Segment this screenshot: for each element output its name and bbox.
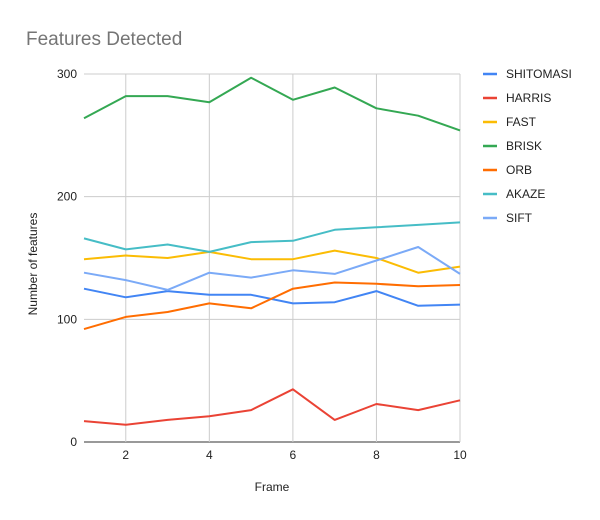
series-line-orb [83,281,461,331]
y-tick-label: 0 [70,435,77,449]
x-tick-label: 8 [373,448,380,462]
chart-title: Features Detected [26,29,182,50]
x-tick-label: 4 [206,448,213,462]
series-line-akaze [83,221,461,253]
x-tick-label: 6 [290,448,297,462]
series-line-fast [83,249,461,274]
x-axis-label: Frame [255,480,290,494]
legend: SHITOMASI HARRIS FAST BRISK ORB AKAZE SIFT [483,67,572,225]
series-lines [83,76,461,426]
gridlines [84,73,461,443]
x-tick-label: 10 [453,448,467,462]
legend-label: FAST [506,115,537,129]
series-line-shitomasi [83,287,461,307]
y-tick-label: 200 [57,190,77,204]
series-line-harris [83,388,461,426]
legend-label: ORB [506,163,532,177]
y-tick-label: 100 [57,312,77,326]
y-tick-label: 300 [57,67,77,81]
legend-label: SIFT [506,211,533,225]
series-line-sift [83,246,461,291]
legend-label: BRISK [506,139,542,153]
series-line-brisk [83,76,461,132]
legend-label: HARRIS [506,91,551,105]
tick-labels: 0 100 200 300 2 4 6 8 10 [57,67,467,462]
legend-label: AKAZE [506,187,545,201]
x-tick-label: 2 [122,448,129,462]
y-axis-label: Number of features [26,213,40,316]
legend-label: SHITOMASI [506,67,572,81]
